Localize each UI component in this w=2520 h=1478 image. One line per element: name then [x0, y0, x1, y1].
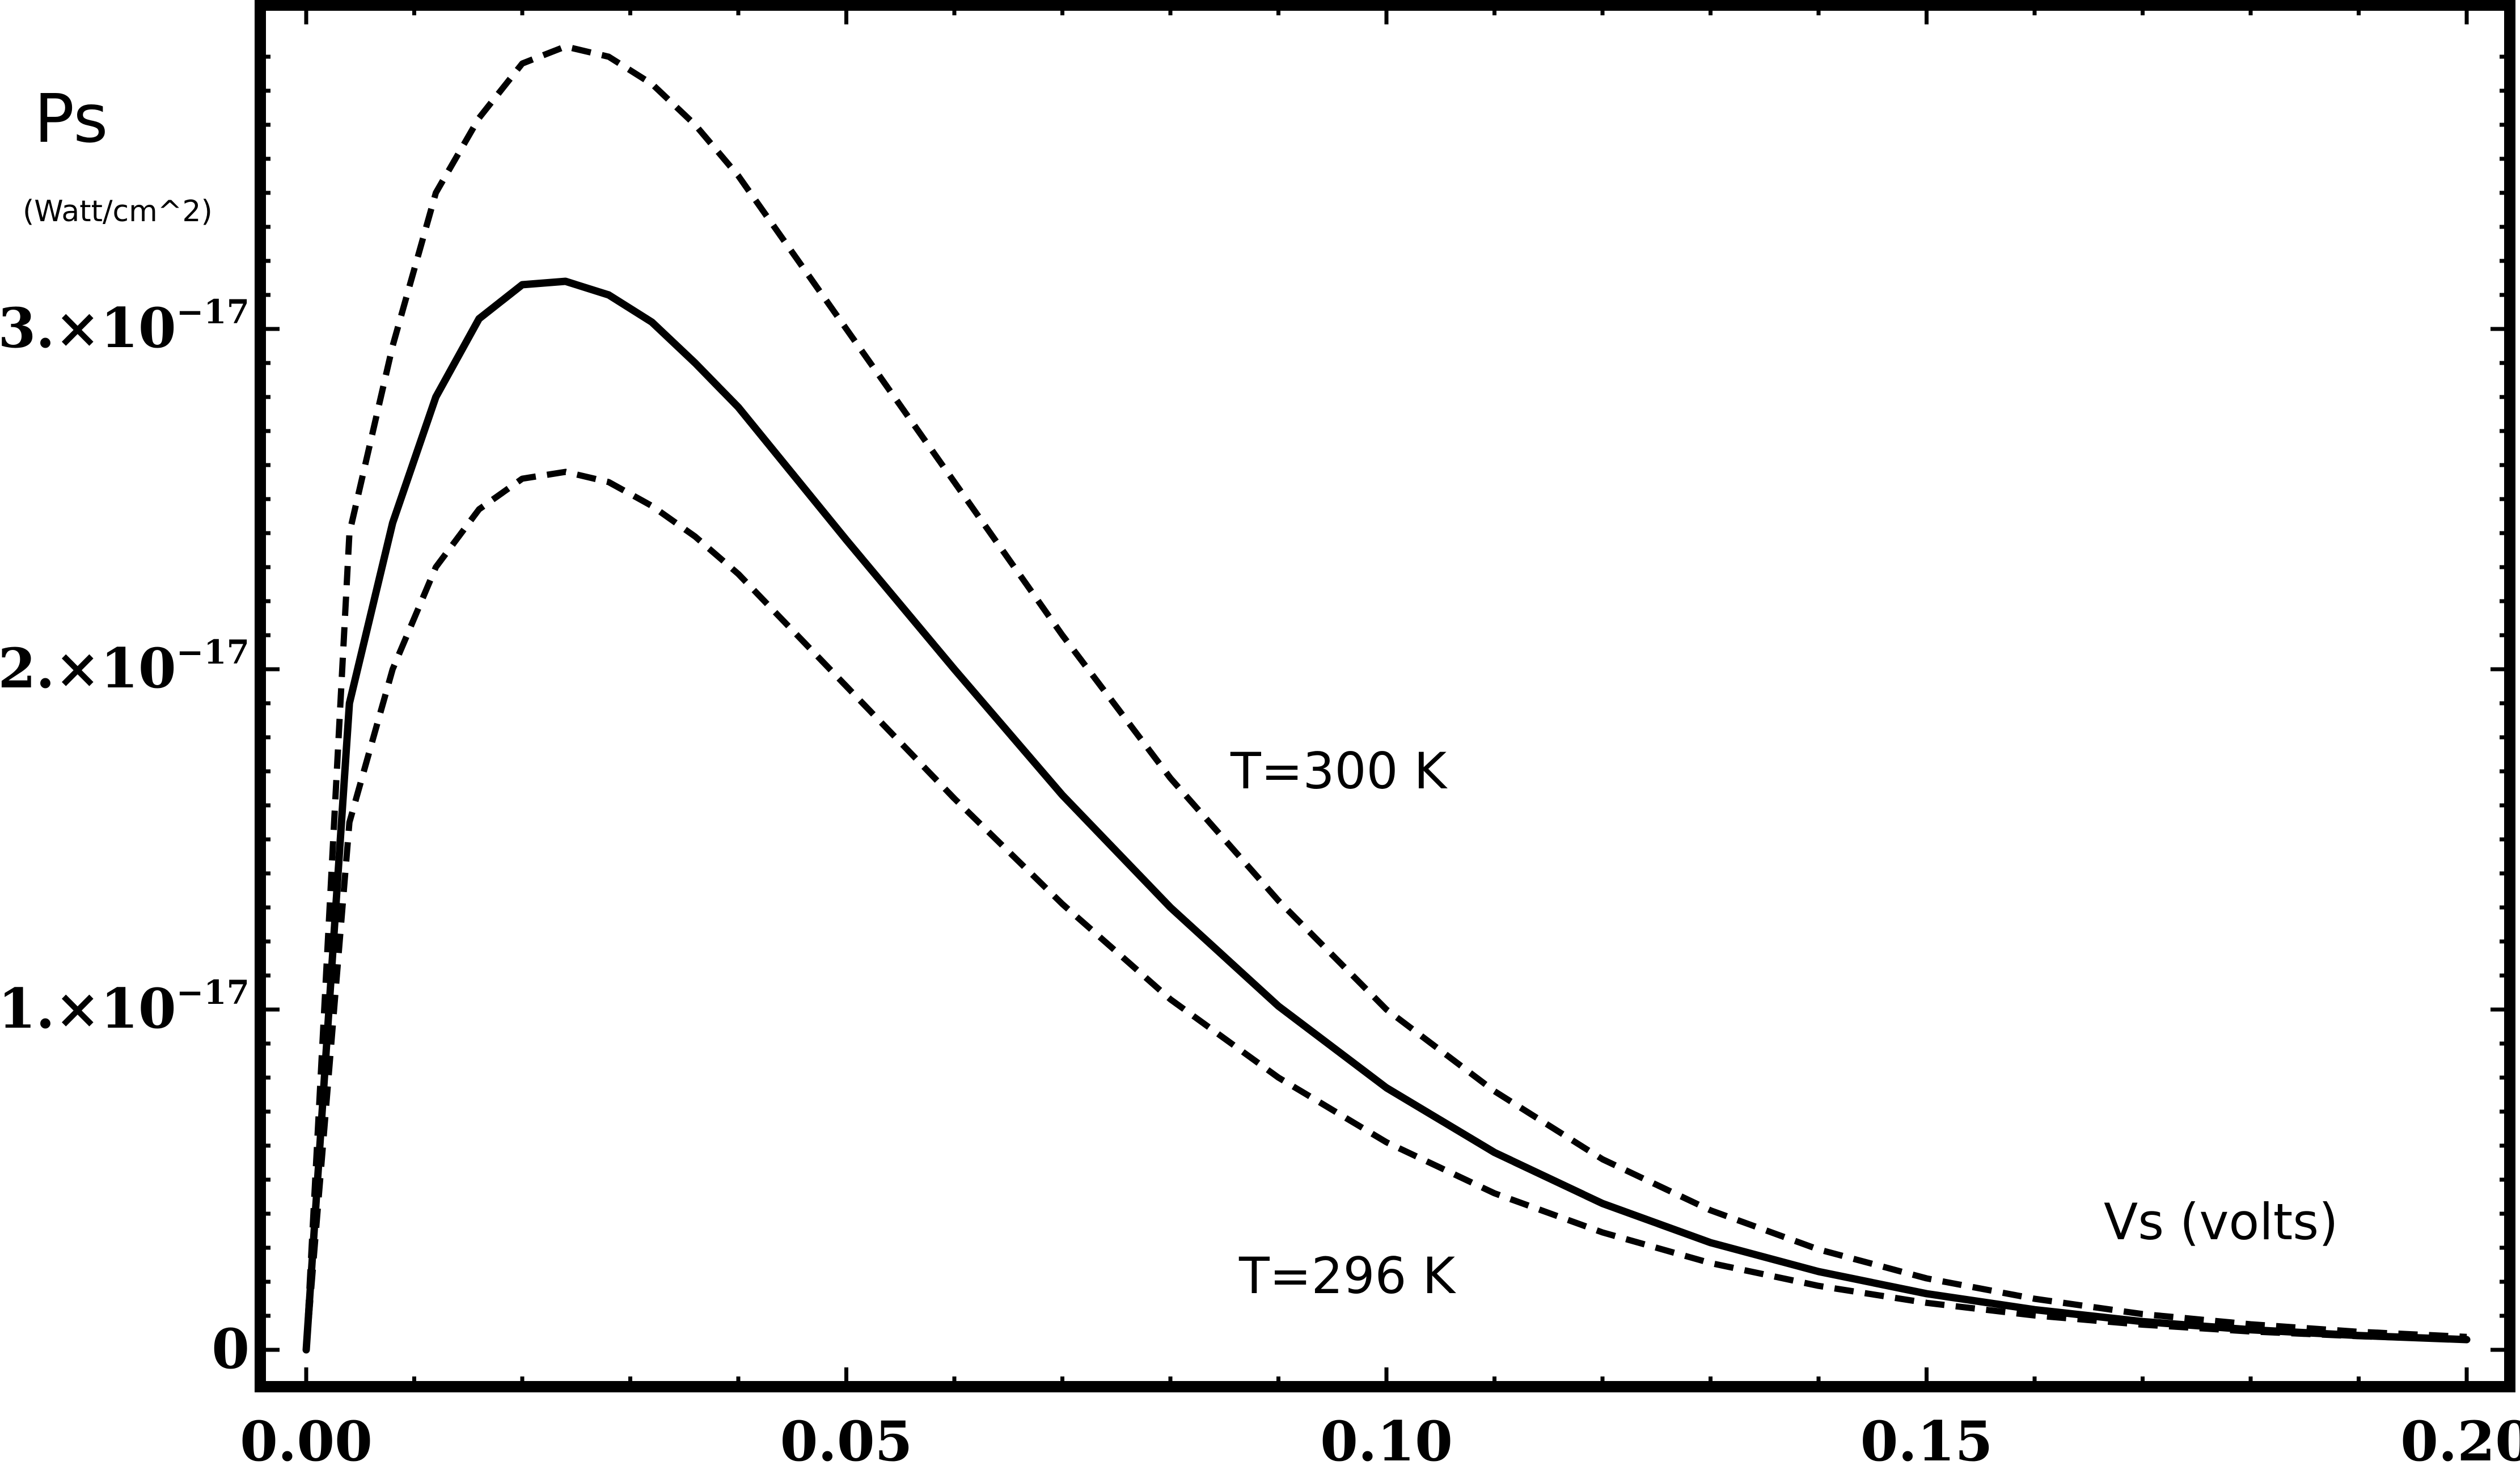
y-tick-marks	[260, 54, 2510, 1352]
x-tick-label: 0.20	[2400, 1409, 2520, 1473]
annotation-t300: T=300 K	[1230, 742, 1448, 800]
x-tick-label: 0.00	[240, 1409, 373, 1473]
y-tick-label: 1.×10−17	[0, 973, 250, 1041]
x-tick-marks	[304, 5, 2469, 1387]
x-tick-label: 0.05	[780, 1409, 913, 1473]
y-axis-title: Ps	[34, 79, 108, 158]
series-line-2	[302, 277, 2471, 1354]
y-tick-labels: 0 1.×10−17 2.×10−17 3.×10−17	[0, 293, 250, 1381]
series-line-1	[303, 43, 2467, 1350]
series-line-3	[303, 468, 2467, 1350]
series-layer	[302, 43, 2471, 1354]
x-axis-title: Vs (volts)	[2104, 1193, 2338, 1251]
plot-frame	[255, 0, 2515, 1392]
y-tick-label: 3.×10−17	[0, 293, 250, 360]
x-tick-labels: 0.00 0.05 0.10 0.15 0.20	[240, 1409, 2520, 1473]
y-tick-label: 2.×10−17	[0, 633, 250, 700]
x-tick-label: 0.10	[1320, 1409, 1453, 1473]
y-tick-label: 0	[212, 1317, 250, 1381]
annotation-t296: T=296 K	[1238, 1247, 1456, 1305]
x-tick-label: 0.15	[1861, 1409, 1993, 1473]
y-axis-unit: (Watt/cm^2)	[23, 195, 213, 229]
